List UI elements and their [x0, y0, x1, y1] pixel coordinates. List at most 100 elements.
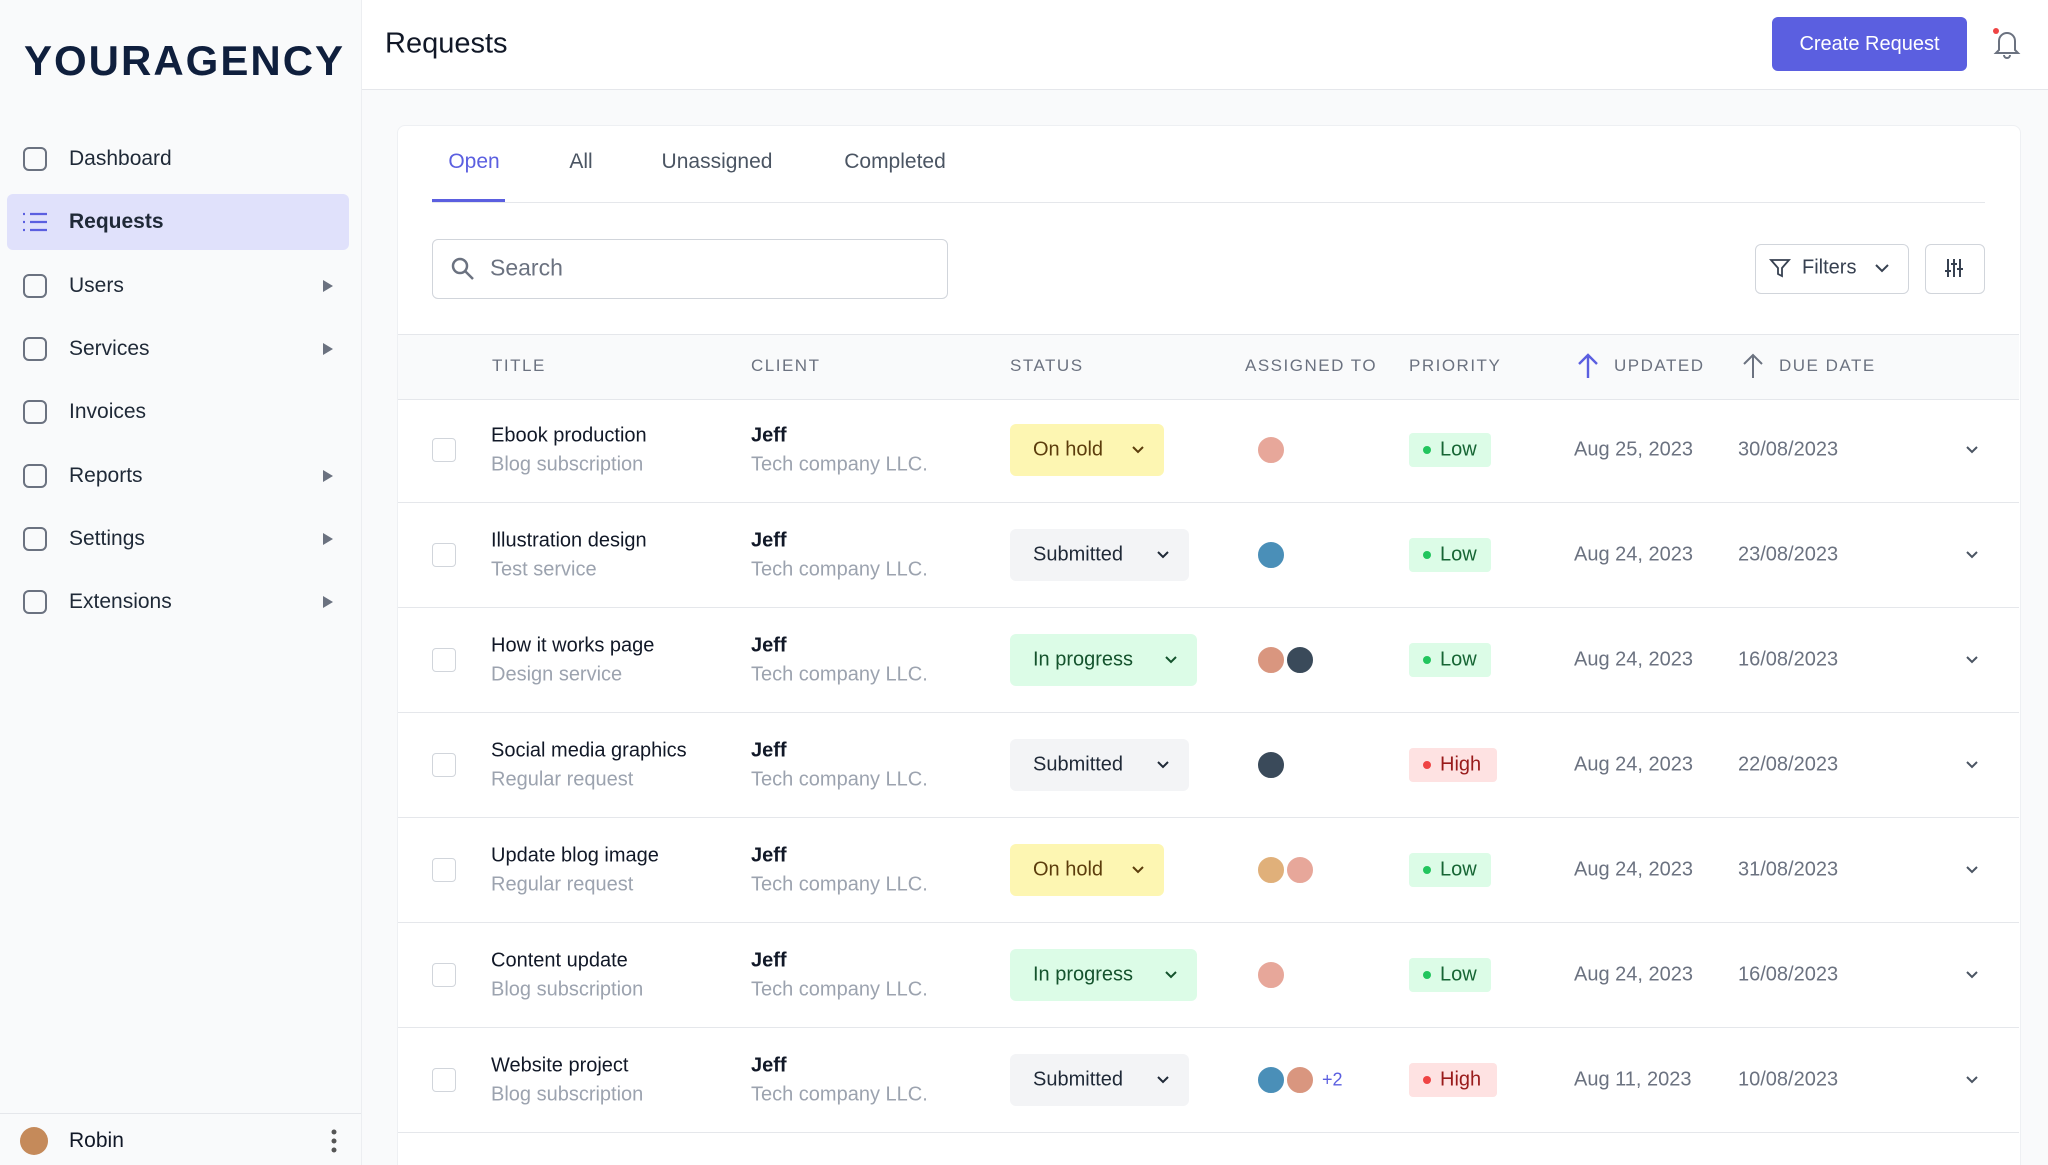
row-company: Tech company LLC. — [751, 453, 928, 476]
checkbox[interactable] — [432, 1068, 456, 1093]
nav-item[interactable]: Settings — [69, 526, 145, 550]
tab[interactable]: Unassigned — [661, 150, 773, 173]
priority-label: Low — [1440, 858, 1477, 881]
tab[interactable]: All — [569, 150, 593, 173]
nav-item[interactable]: Reports — [69, 463, 143, 487]
divider — [0, 1113, 361, 1114]
avatar — [1256, 435, 1286, 465]
row-expand-svg — [1966, 656, 1978, 664]
status-pill[interactable] — [1010, 1054, 1189, 1107]
due-date: 16/08/2023 — [1738, 963, 1839, 986]
nav-item[interactable]: Dashboard — [69, 147, 172, 170]
priority-label: High — [1440, 1068, 1482, 1091]
updated: Aug 24, 2023 — [1574, 963, 1693, 986]
nav-item[interactable]: Requests — [69, 210, 164, 234]
row-company: Tech company LLC. — [751, 558, 928, 581]
create-button[interactable]: Create Request — [1772, 17, 1967, 71]
nav-item[interactable]: Users — [69, 273, 124, 297]
tab[interactable]: Completed — [844, 150, 946, 173]
nav-arrow-svg — [323, 532, 333, 545]
row-border — [398, 817, 2019, 819]
checkbox[interactable] — [432, 963, 456, 988]
priority-dot — [1423, 761, 1431, 770]
row-service: Test service — [491, 558, 597, 581]
sliders-icon — [1945, 259, 1963, 277]
row-title[interactable]: How it works page — [491, 634, 655, 657]
bell-icon[interactable] — [1990, 26, 2024, 60]
nav-icon — [20, 461, 50, 491]
status-pill[interactable] — [1010, 634, 1197, 687]
nav-icon-svg — [23, 526, 47, 551]
sort-icon — [1741, 352, 1765, 380]
nav-icon-svg — [23, 213, 47, 232]
row-title[interactable]: Content update — [491, 949, 628, 972]
row-border — [398, 1132, 2019, 1134]
status-label: Submitted — [1033, 753, 1124, 776]
checkbox[interactable] — [432, 648, 456, 673]
row-service: Blog subscription — [491, 453, 644, 476]
row-title[interactable]: Ebook production — [491, 424, 647, 447]
chevron — [1155, 547, 1171, 563]
status-pill[interactable] — [1010, 529, 1189, 582]
nav-icon-svg — [23, 590, 47, 615]
status-pill[interactable] — [1010, 844, 1164, 897]
row-title[interactable]: Social media graphics — [491, 739, 687, 762]
updated: Aug 24, 2023 — [1574, 858, 1693, 881]
nav-item[interactable]: Services — [69, 336, 150, 360]
chevron-svg — [1132, 866, 1144, 874]
nav-icon-svg — [23, 400, 47, 425]
nav-icon — [20, 524, 50, 554]
row-title[interactable]: Update blog image — [491, 844, 659, 867]
settings-button[interactable] — [1925, 244, 1985, 294]
nav-icon — [20, 144, 50, 174]
row-expand — [1963, 1072, 1981, 1088]
checkbox[interactable] — [432, 858, 456, 883]
chevron — [1163, 967, 1179, 983]
row-company: Tech company LLC. — [751, 873, 928, 896]
nav-arrow-svg — [323, 469, 333, 482]
status-pill[interactable] — [1010, 424, 1164, 476]
row-expand-svg — [1966, 971, 1978, 979]
priority-label: High — [1440, 753, 1482, 776]
priority-dot — [1423, 971, 1431, 980]
nav-item[interactable]: Extensions — [69, 590, 172, 614]
chevron-svg — [1132, 446, 1144, 454]
checkbox[interactable] — [432, 753, 456, 778]
chevron-svg — [1157, 1076, 1169, 1084]
chevron-svg — [1165, 971, 1177, 979]
chevron — [1130, 442, 1146, 458]
checkbox[interactable] — [432, 438, 456, 462]
tab[interactable]: Open — [448, 150, 500, 173]
row-expand — [1963, 442, 1981, 458]
filters-button[interactable] — [1755, 244, 1909, 294]
row-expand-svg — [1966, 446, 1978, 454]
sort-icon-svg — [1743, 353, 1763, 378]
checkbox[interactable] — [432, 543, 456, 568]
status-label: Submitted — [1033, 1068, 1124, 1091]
row-company: Tech company LLC. — [751, 1083, 928, 1106]
row-client: Jeff — [751, 1054, 787, 1077]
more-icon[interactable] — [326, 1128, 342, 1154]
status-pill[interactable] — [1010, 949, 1197, 1002]
nav-item[interactable]: Invoices — [69, 400, 147, 424]
chevron-svg — [1157, 761, 1169, 769]
row-service: Regular request — [491, 768, 634, 791]
avatar — [1285, 855, 1315, 886]
nav-icon — [20, 271, 50, 301]
priority-label: Low — [1440, 648, 1477, 671]
row-expand-svg — [1966, 1076, 1978, 1084]
user-avatar — [20, 1127, 48, 1155]
row-title[interactable]: Illustration design — [491, 529, 647, 552]
user-name[interactable]: Robin — [69, 1129, 124, 1152]
row-expand-svg — [1966, 551, 1978, 559]
nav-icon-svg — [23, 273, 47, 298]
row-title[interactable]: Website project — [491, 1054, 629, 1077]
status-pill[interactable] — [1010, 739, 1189, 792]
chevron — [1155, 1072, 1171, 1088]
row-expand — [1963, 652, 1981, 668]
priority-dot — [1423, 551, 1431, 560]
priority-pill — [1409, 643, 1491, 678]
priority-pill — [1409, 853, 1491, 888]
row-border — [398, 1027, 2019, 1029]
search-box[interactable] — [432, 239, 948, 299]
